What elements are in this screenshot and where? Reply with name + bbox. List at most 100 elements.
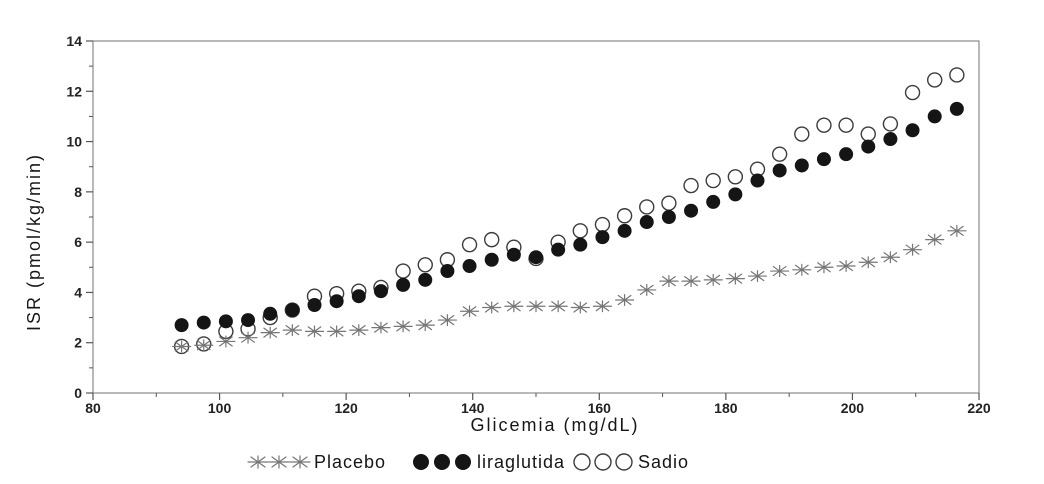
y-axis-title: ISR (pmol/kg/min)	[24, 153, 44, 331]
filled-circle-marker	[839, 147, 854, 162]
filled-circle-marker	[351, 289, 366, 304]
asterisk-marker	[238, 331, 258, 344]
y-tick-label: 8	[74, 184, 82, 200]
filled-circle-marker	[285, 303, 300, 318]
filled-circle-marker	[484, 252, 499, 267]
legend-item-sadio: Sadio	[573, 452, 689, 472]
filled-circle-marker	[413, 454, 429, 470]
filled-circle-marker	[440, 264, 455, 279]
filled-circle-marker	[573, 237, 588, 252]
asterisk-marker	[260, 326, 280, 339]
asterisk-marker	[327, 325, 347, 338]
series-liraglutida	[174, 101, 964, 333]
y-tick-label: 12	[66, 83, 82, 99]
asterisk-marker	[858, 256, 878, 269]
legend-label-liraglutida: liraglutida	[477, 452, 565, 472]
open-circle-marker	[461, 236, 478, 253]
open-circle-marker	[639, 199, 655, 215]
filled-circle-marker	[750, 173, 765, 188]
legend: Placebo liraglutida Sadio	[247, 452, 689, 472]
series-placebo	[172, 224, 967, 353]
filled-circle-marker	[883, 132, 898, 147]
legend-label-sadio: Sadio	[638, 452, 689, 472]
asterisk-marker	[268, 455, 290, 469]
x-tick-label: 100	[208, 400, 232, 416]
asterisk-marker	[792, 263, 812, 276]
open-circle-marker	[484, 231, 500, 248]
filled-circle-marker	[794, 158, 809, 173]
filled-circle-marker	[373, 284, 388, 299]
asterisk-marker	[289, 455, 311, 469]
filled-circle-marker	[772, 163, 787, 178]
legend-label-placebo: Placebo	[314, 452, 386, 472]
asterisk-marker	[880, 251, 901, 264]
y-tick-label: 0	[74, 385, 82, 401]
open-circle-marker	[904, 84, 921, 101]
asterisk-marker	[247, 455, 269, 469]
asterisk-marker	[703, 273, 723, 286]
open-circle-marker	[727, 169, 744, 185]
asterisk-marker	[592, 300, 613, 313]
asterisk-marker	[415, 319, 435, 332]
y-tick-label: 6	[74, 234, 82, 250]
filled-circle-marker	[728, 187, 743, 202]
asterisk-marker	[814, 261, 834, 274]
asterisk-marker	[349, 324, 369, 337]
asterisk-marker	[282, 324, 302, 337]
open-circle-marker	[705, 172, 721, 189]
asterisk-marker	[725, 272, 745, 285]
asterisk-marker	[659, 275, 679, 288]
open-circle-marker	[417, 257, 433, 273]
asterisk-marker	[393, 320, 413, 333]
filled-circle-marker	[861, 139, 876, 154]
filled-circle-marker	[263, 306, 278, 321]
open-circle-marker	[949, 67, 965, 83]
x-tick-label: 160	[588, 400, 612, 416]
filled-circle-marker	[551, 242, 566, 257]
asterisk-marker	[747, 270, 768, 283]
filled-circle-marker	[706, 194, 721, 209]
filled-circle-marker	[639, 215, 654, 230]
legend-item-placebo: Placebo	[247, 452, 386, 472]
filled-circle-marker	[949, 101, 964, 116]
asterisk-marker	[925, 233, 945, 246]
open-circle-marker	[615, 453, 633, 471]
open-circle-marker	[882, 116, 899, 132]
filled-circle-marker	[418, 272, 433, 287]
asterisk-marker	[482, 301, 502, 314]
filled-circle-marker	[595, 230, 610, 245]
x-axis-title: Glicemia (mg/dL)	[470, 415, 639, 435]
x-tick-label: 180	[714, 400, 738, 416]
open-circle-marker	[572, 223, 588, 239]
x-tick-label: 200	[841, 400, 865, 416]
open-circle-marker	[794, 126, 810, 142]
filled-circle-marker	[307, 298, 322, 312]
x-tick-label: 140	[461, 400, 485, 416]
asterisk-marker	[194, 339, 214, 352]
asterisk-marker	[902, 243, 923, 256]
filled-circle-marker	[506, 247, 521, 262]
asterisk-marker	[304, 325, 325, 338]
asterisk-marker	[681, 275, 701, 288]
open-circle-marker	[927, 72, 943, 88]
filled-circle-marker	[661, 210, 676, 224]
open-circle-marker	[860, 126, 876, 142]
open-circle-marker	[573, 453, 591, 471]
asterisk-marker	[504, 300, 524, 313]
filled-circle-marker	[529, 250, 543, 265]
x-tick-label: 80	[85, 400, 101, 416]
filled-circle-marker	[434, 454, 450, 470]
open-circle-marker	[616, 208, 633, 224]
open-circle-marker	[816, 117, 832, 133]
asterisk-marker	[570, 301, 590, 314]
asterisk-marker	[526, 300, 546, 313]
axes: 0 2 4 6 8 10 12 14 80 100 120 140 160 180 200 220	[66, 33, 990, 416]
asterisk-marker	[770, 265, 790, 278]
open-circle-marker	[395, 263, 411, 279]
asterisk-marker	[637, 283, 657, 296]
y-tick-label: 10	[66, 134, 82, 150]
filled-circle-marker	[241, 313, 256, 328]
x-tick-label: 120	[334, 400, 358, 416]
open-circle-marker	[594, 453, 612, 471]
